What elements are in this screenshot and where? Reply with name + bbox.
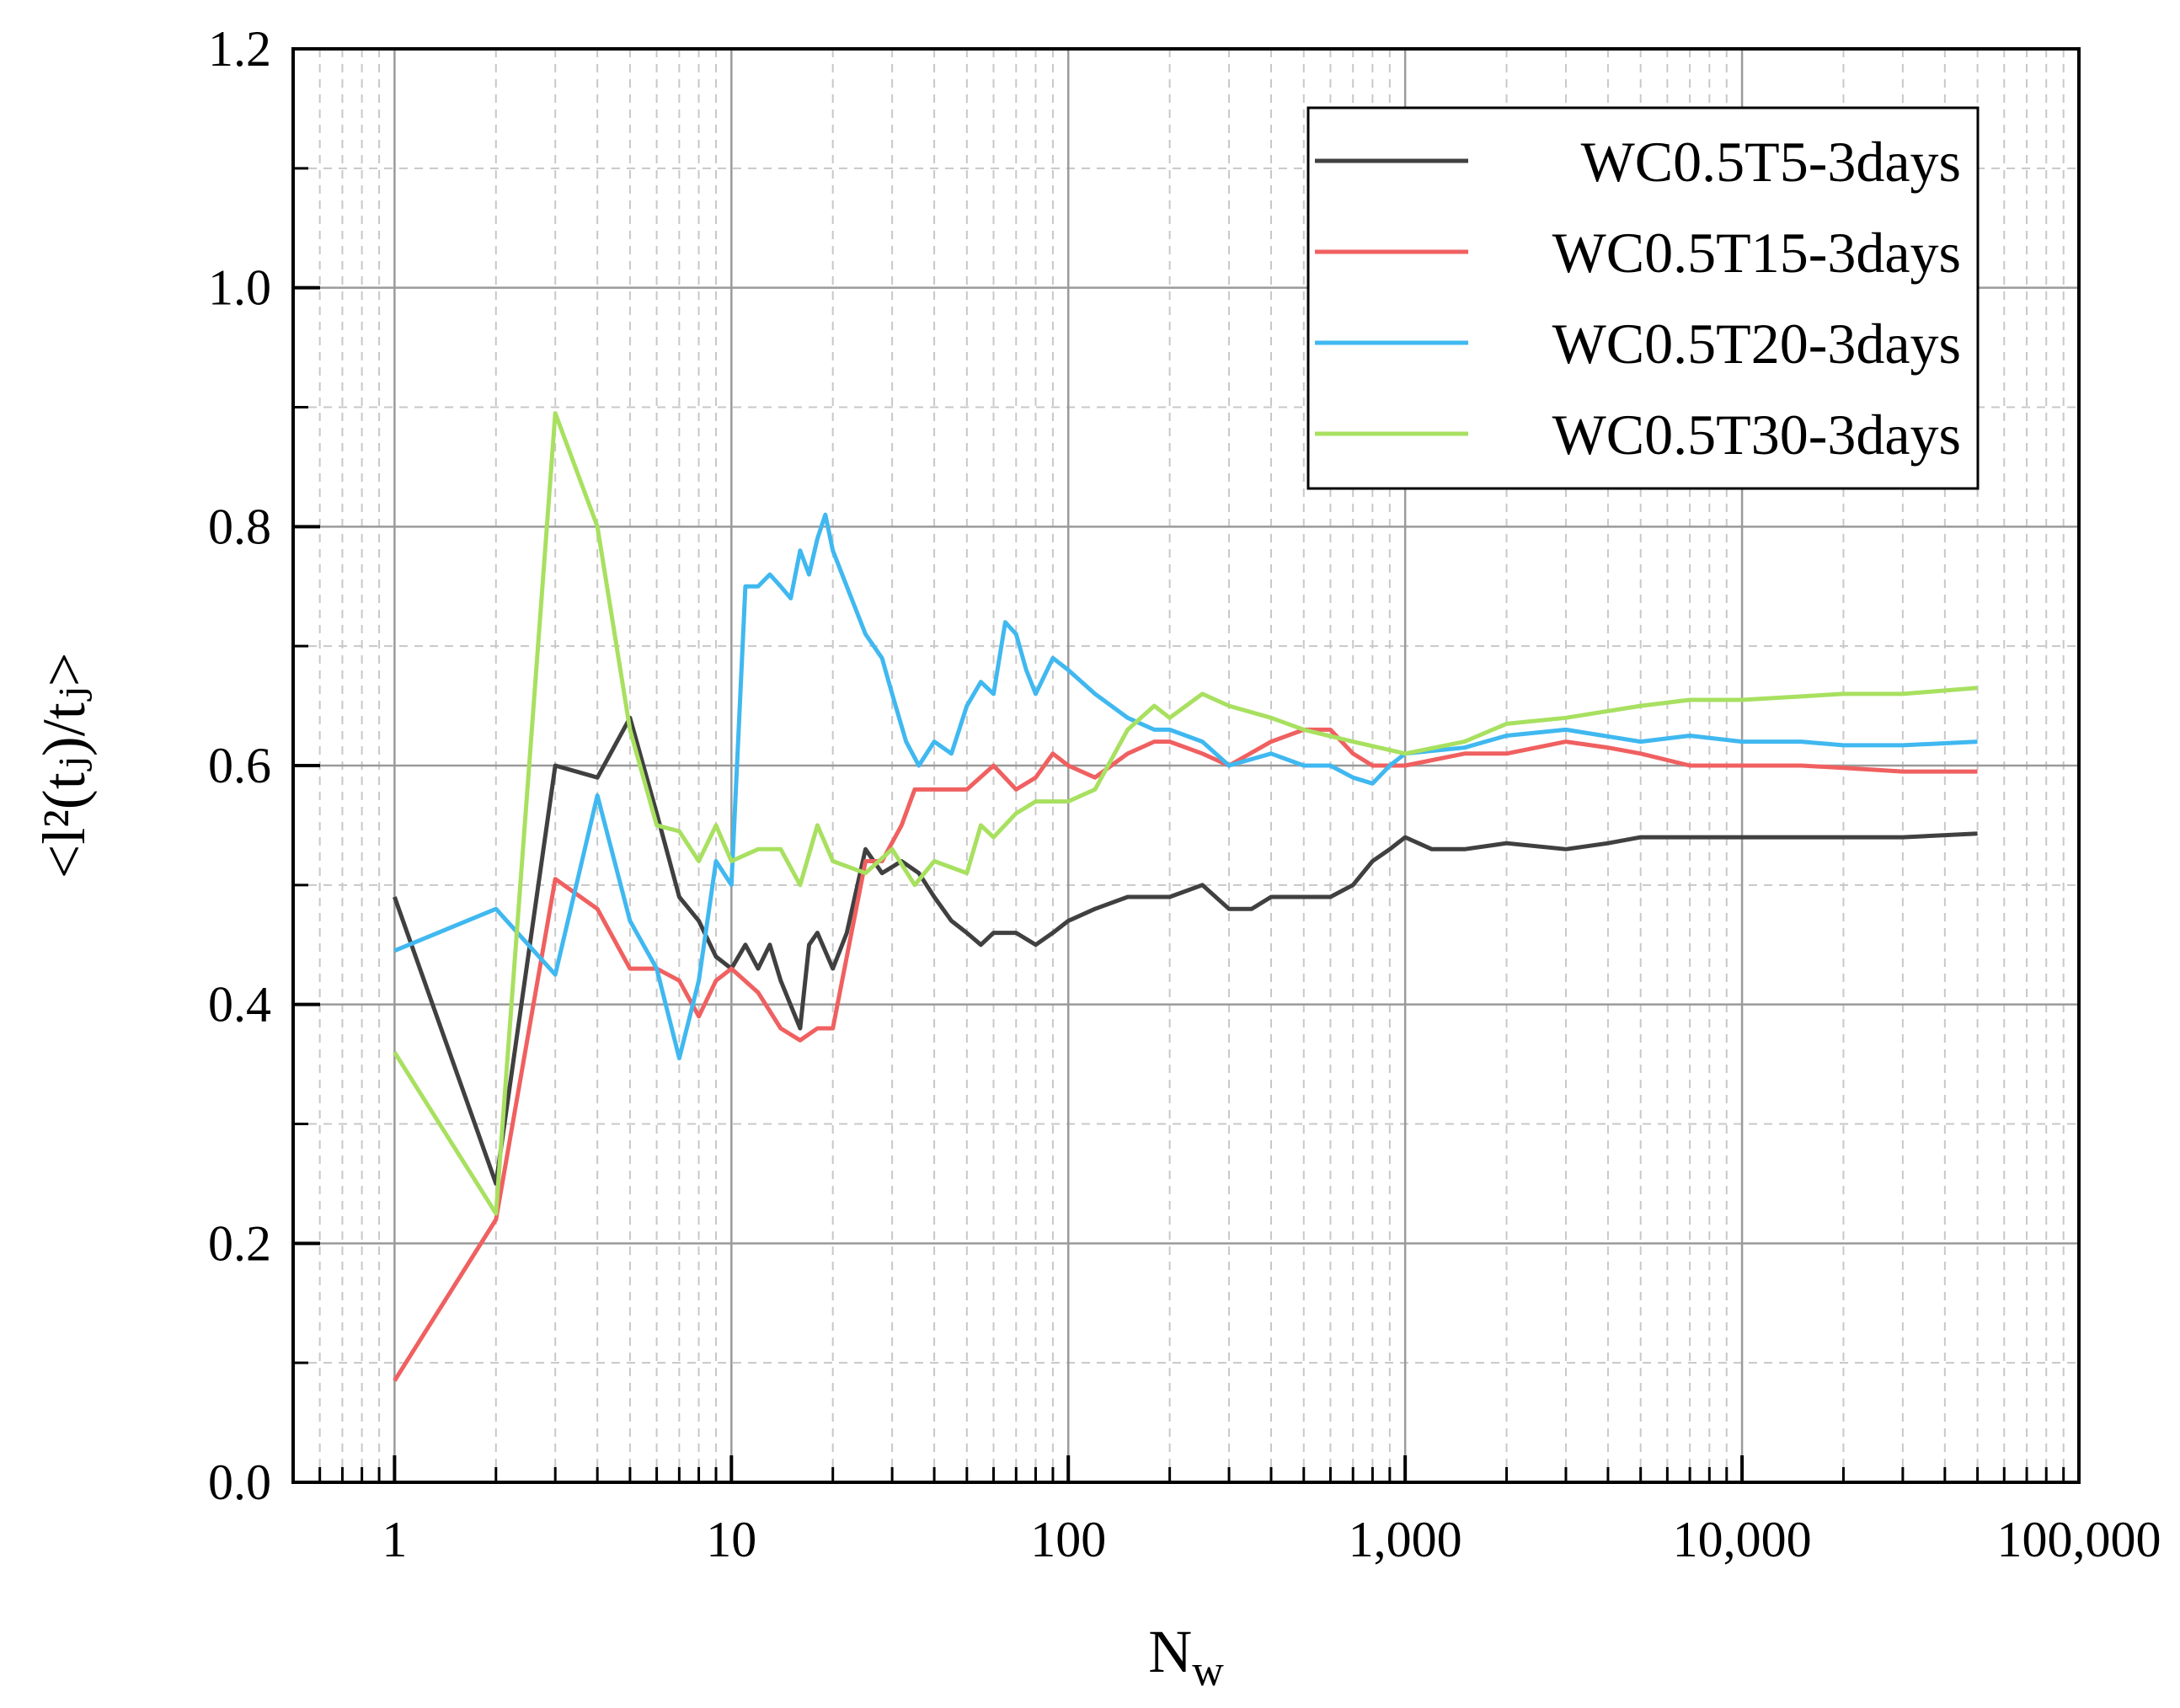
legend: WC0.5T5-3days WC0.5T15-3days WC0.5T20-3day… [1306, 106, 1980, 490]
y-tick-label: 0.6 [208, 738, 271, 793]
y-tick-label: 0.2 [208, 1215, 271, 1271]
legend-box [1306, 106, 1980, 490]
series-lines [393, 411, 1978, 1382]
y-axis-title: <l²(tⱼ)/tⱼ> [30, 653, 98, 879]
legend-label-wc0-5t5-3days: WC0.5T5-3days [1581, 130, 1961, 194]
x-tick-label: 100,000 [1997, 1512, 2161, 1567]
y-tick-label: 0.8 [208, 499, 271, 554]
y-tick-label: 1.2 [208, 21, 271, 77]
legend-label-wc0-5t30-3days: WC0.5T30-3days [1552, 403, 1961, 467]
y-tick-label: 0.4 [208, 977, 271, 1033]
series-line-wc0-5t15-3days [393, 727, 1978, 1382]
x-tick-label: 1 [382, 1512, 407, 1567]
y-tick-label: 1.0 [208, 260, 271, 316]
x-axis-title-subscript: w [1192, 1647, 1224, 1695]
x-axis-title: Nw [1148, 1618, 1224, 1695]
legend-label-wc0-5t15-3days: WC0.5T15-3days [1552, 221, 1961, 285]
x-tick-label: 100 [1030, 1512, 1106, 1567]
x-tick-label: 10 [706, 1512, 756, 1567]
x-tick-label: 10,000 [1673, 1512, 1812, 1567]
x-axis-title-main: N [1148, 1618, 1192, 1685]
y-tick-label: 0.0 [208, 1454, 271, 1510]
axis-ticks [291, 47, 2081, 1484]
x-tick-label: 1,000 [1349, 1512, 1462, 1567]
series-line-wc0-5t5-3days [393, 715, 1978, 1186]
legend-label-wc0-5t20-3days: WC0.5T20-3days [1552, 312, 1961, 376]
series-line-wc0-5t30-3days [393, 411, 1978, 1216]
tick-labels: 1 10 100 1,000 10,000 100,000 0.0 0.2 0.4 0.6 0.8 1… [208, 21, 2161, 1567]
